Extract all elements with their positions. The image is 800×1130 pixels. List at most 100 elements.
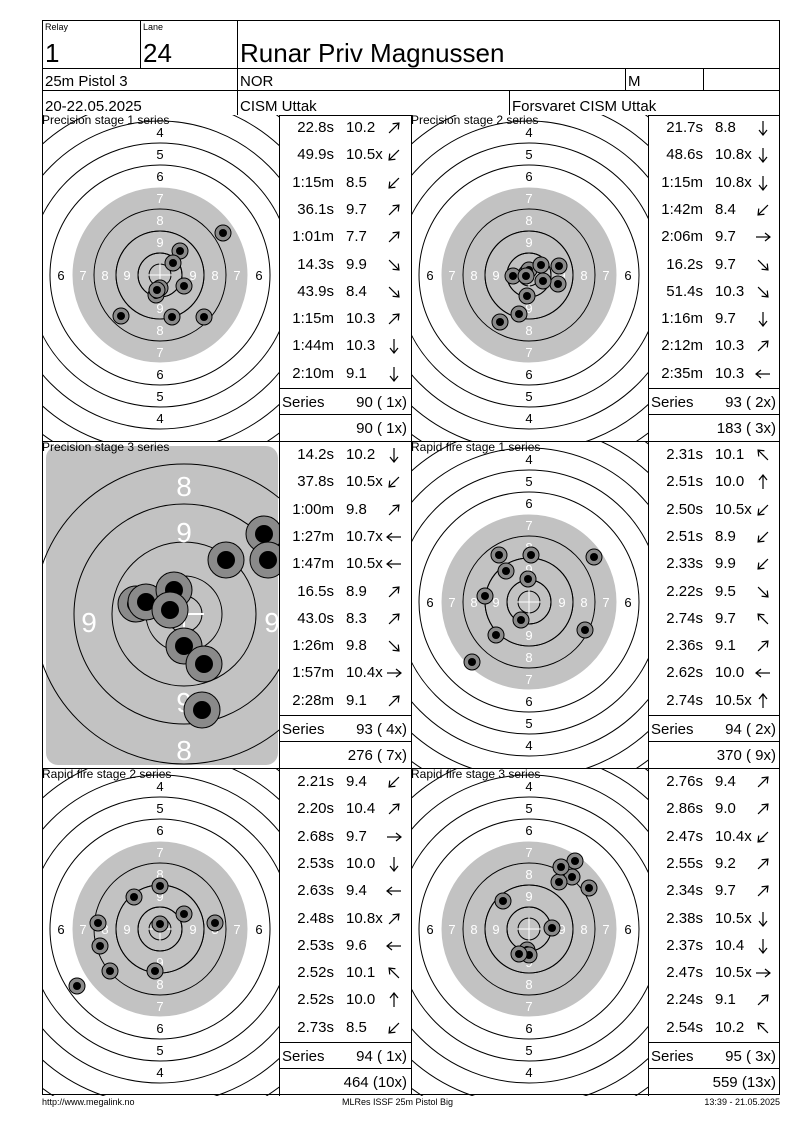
shot-hole: [101, 962, 119, 980]
shot-time: 1:27m: [292, 527, 334, 545]
shot-hole: [112, 307, 130, 325]
shot-value: 9.6: [346, 936, 367, 954]
direction-arrow-icon: [754, 528, 772, 546]
series-title: Rapid fire stage 3 series: [411, 769, 541, 781]
shot-row: 2.63s 9.4: [280, 878, 411, 905]
shot-value: 8.4: [715, 200, 736, 218]
shot-value: 9.1: [346, 364, 367, 382]
series-label: Series: [651, 1048, 694, 1065]
shot-value: 9.7: [346, 827, 367, 845]
shot-value: 10.2: [346, 446, 376, 463]
shot-value: 9.9: [346, 255, 367, 273]
scorecard-header: Relay 1 Lane 24 Runar Priv Magnussen 25m…: [42, 20, 780, 116]
series-score: 93 ( 4x): [356, 721, 407, 738]
series-label: Series: [651, 394, 694, 411]
shot-value: 10.5x: [715, 500, 752, 518]
ring-number: 5: [156, 389, 163, 404]
direction-arrow-icon: [754, 610, 772, 628]
header-row-name: Relay 1 Lane 24 Runar Priv Magnussen: [43, 21, 779, 69]
ring-number: 8: [525, 650, 532, 665]
shot-time: 2.34s: [666, 882, 703, 900]
ring-number: 6: [156, 367, 163, 382]
direction-arrow-icon: [385, 174, 403, 192]
shot-row: 1:15m 8.5: [280, 170, 411, 197]
ring-number: 4: [525, 452, 532, 467]
direction-arrow-icon: [385, 664, 403, 682]
shot-hole: [164, 254, 182, 272]
shot-row: 2.74s 9.7: [649, 606, 780, 633]
series-title: Precision stage 2 series: [411, 115, 539, 127]
ring-number: 9: [525, 889, 532, 904]
ring-number: 6: [255, 268, 262, 283]
competition: CISM Uttak: [240, 98, 317, 115]
shot-time: 43.9s: [297, 282, 334, 300]
ring-number: 8: [525, 867, 532, 882]
series-title: Rapid fire stage 1 series: [411, 442, 541, 454]
shot-row: 2.37s 10.4: [649, 933, 780, 960]
ring-number: 7: [525, 345, 532, 360]
shot-list: 2.31s 10.1 2.51s 10.0 2.50s 10.5x 2.51s 8.9 2.33…: [649, 442, 780, 769]
ring-number: 6: [426, 595, 433, 610]
shot-time: 2.68s: [297, 827, 334, 845]
direction-arrow-icon: [754, 800, 772, 818]
footer-url[interactable]: http://www.megalink.no: [42, 1097, 135, 1107]
shot-hole: [522, 546, 540, 564]
ring-number: 4: [156, 411, 163, 426]
ring-number: 9: [558, 595, 565, 610]
ring-number: 6: [525, 367, 532, 382]
series-label: Series: [651, 721, 694, 738]
shot-hole: [580, 879, 598, 897]
shot-hole: [183, 691, 221, 729]
ring-number: 8: [156, 323, 163, 338]
ring-number: 8: [580, 595, 587, 610]
direction-arrow-icon: [754, 256, 772, 274]
series-panel: 4 4 5 5 6 6 7 7 8 8 9 9 6 6 7 7 8 8 9 9 Precision stage 2 se…: [411, 115, 780, 442]
ring-number: 8: [525, 323, 532, 338]
relay-label: Relay: [45, 22, 69, 32]
lane-value: 24: [143, 38, 172, 68]
shot-time: 1:15m: [661, 173, 703, 191]
shot-time: 51.4s: [666, 282, 703, 300]
shot-value: 10.5x: [346, 555, 383, 573]
shot-time: 2:06m: [661, 228, 703, 246]
shot-value: 10.3: [715, 337, 745, 355]
direction-arrow-icon: [385, 201, 403, 219]
club: Forsvaret CISM Uttak: [512, 98, 657, 115]
ring-number: 9: [525, 301, 532, 316]
shot-row: 16.5s 8.9: [280, 579, 411, 606]
shot-list: 2.21s 9.4 2.20s 10.4 2.68s 9.7 2.53s 10.0 2.63s 9…: [280, 769, 411, 1096]
shot-value: 10.3: [715, 282, 745, 300]
shot-time: 2.63s: [297, 882, 334, 900]
shot-value: 9.7: [715, 310, 736, 328]
ring-number: 8: [156, 213, 163, 228]
direction-arrow-icon: [754, 855, 772, 873]
lane-label: Lane: [143, 22, 164, 32]
ring-number: 4: [525, 779, 532, 794]
shot-time: 2.36s: [666, 637, 703, 655]
ring-number: 5: [525, 147, 532, 162]
nation: NOR: [240, 73, 274, 90]
series-score: 93 ( 2x): [725, 394, 776, 411]
ring-number: 7: [156, 999, 163, 1014]
shot-row: 2.52s 10.0: [280, 987, 411, 1014]
shot-value: 10.8x: [715, 173, 752, 191]
shot-time: 43.0s: [297, 609, 334, 627]
shot-hole: [550, 873, 568, 891]
shot-hole: [494, 892, 512, 910]
running-total: 276 ( 7x): [347, 747, 407, 764]
shot-value: 10.2: [715, 1018, 745, 1036]
shot-time: 2:10m: [292, 364, 334, 382]
shot-hole: [175, 905, 193, 923]
ring-number: 5: [525, 801, 532, 816]
ring-number: 8: [176, 471, 192, 502]
shot-time: 1:15m: [292, 173, 334, 191]
shot-row: 2.33s 9.9: [649, 551, 780, 578]
shot-hole: [463, 653, 481, 671]
direction-arrow-icon: [754, 119, 772, 137]
shot-row: 1:27m 10.7x: [280, 524, 411, 551]
shot-list: 2.76s 9.4 2.86s 9.0 2.47s 10.4x 2.55s 9.2 2.34s 9…: [649, 769, 780, 1096]
series-label: Series: [282, 394, 325, 411]
ring-number: 6: [156, 823, 163, 838]
ring-number: 7: [448, 268, 455, 283]
shot-time: 2.31s: [666, 446, 703, 463]
